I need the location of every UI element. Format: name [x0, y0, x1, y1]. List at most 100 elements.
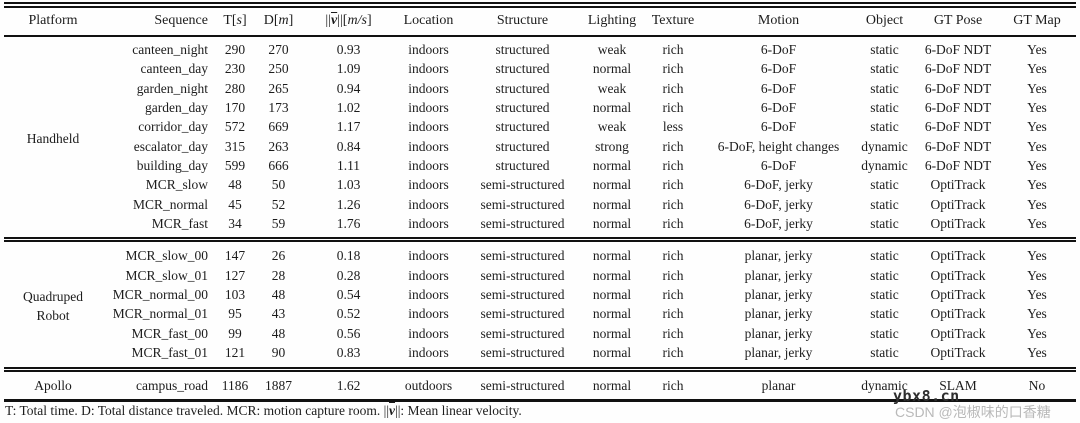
cell-texture: rich	[662, 267, 684, 283]
cell-motion: planar	[706, 366, 851, 402]
cell-sequence: garden_night	[136, 80, 208, 96]
cell-t: 103	[224, 287, 246, 303]
cell-texture: rich	[662, 216, 684, 232]
cell-texture: rich	[662, 61, 684, 77]
cell-lighting: normal	[584, 237, 640, 266]
platform-cell: Handheld	[26, 131, 80, 147]
cell-structure: structured	[495, 61, 550, 77]
cell-gt_map: Yes	[998, 237, 1076, 266]
cell-texture: rich	[662, 325, 684, 341]
cell-sequence: garden_day	[145, 100, 208, 116]
cell-location: indoors	[408, 306, 449, 322]
cell-gt_pose: OptiTrack	[930, 325, 986, 341]
col-header-mean-velocity: ||v||[m/s]	[301, 2, 396, 37]
cell-structure: semi-structured	[480, 306, 565, 322]
cell-motion: 6-DoF	[760, 158, 797, 174]
cell-motion: planar, jerky	[706, 237, 851, 266]
cell-sequence: campus_road	[102, 366, 214, 402]
cell-lighting: weak	[597, 119, 627, 135]
cell-gt_map: Yes	[1027, 100, 1047, 116]
cell-gt_map: No	[998, 366, 1076, 402]
cell-object: static	[870, 306, 899, 322]
cell-lighting: normal	[592, 177, 632, 193]
platform-cell: Quadruped Robot	[4, 237, 102, 369]
cell-structure: semi-structured	[480, 216, 565, 232]
cell-texture: rich	[662, 306, 684, 322]
cell-d: 270	[268, 42, 289, 57]
table-row: MCR_normal_01 95 43 0.52 indoors semi-structu…	[4, 304, 1076, 323]
cell-location: outdoors	[396, 366, 461, 402]
cell-texture: rich	[662, 196, 684, 212]
cell-gt_map: Yes	[1027, 138, 1047, 154]
cell-motion: planar, jerky	[744, 345, 813, 361]
v-bracket: ]	[366, 13, 372, 28]
cell-lighting: normal	[592, 325, 632, 341]
cell-d: 50	[271, 177, 286, 193]
t-label: T[	[223, 13, 237, 28]
platform-group: Apollo campus_road 1186 1887 1.62 outdoors sem…	[4, 366, 1076, 402]
cell-d: 48	[271, 325, 286, 341]
cell-motion: planar, jerky	[744, 306, 813, 322]
cell-d: 666	[268, 158, 289, 174]
cell-object: static	[870, 100, 899, 116]
cell-structure: semi-structured	[480, 325, 565, 341]
col-header-total-time: T[s]	[214, 2, 256, 37]
cell-location: indoors	[408, 100, 449, 116]
cell-gt_map: Yes	[1027, 61, 1047, 77]
cell-structure: semi-structured	[480, 267, 565, 283]
v-norm-open: ||	[325, 13, 331, 28]
cell-motion: planar, jerky	[744, 325, 813, 341]
cell-gt_pose: OptiTrack	[930, 177, 986, 193]
cell-v: 1.09	[336, 61, 361, 77]
cell-gt_pose: OptiTrack	[930, 287, 986, 303]
watermark-ybx8: ybx8.cn	[893, 387, 960, 405]
cell-v: 1.02	[336, 100, 361, 116]
cell-gt_pose: OptiTrack	[918, 237, 998, 266]
cell-sequence: MCR_fast	[151, 216, 208, 232]
table-row: garden_day 170 173 1.02 indoors structured nor…	[4, 98, 1076, 117]
cell-texture: rich	[640, 237, 706, 266]
cell-gt_pose: 6-DoF NDT	[924, 61, 992, 77]
table-row: corridor_day 572 669 1.17 indoors structured w…	[4, 117, 1076, 136]
cell-object: static	[870, 61, 899, 77]
table-row: canteen_day 230 250 1.09 indoors structured no…	[4, 59, 1076, 78]
cell-location: indoors	[396, 237, 461, 266]
cell-v: 0.94	[336, 80, 361, 96]
table-row: MCR_slow 48 50 1.03 indoors semi-structured no…	[4, 175, 1076, 194]
cell-location: indoors	[408, 80, 449, 96]
cell-t: 99	[228, 325, 242, 341]
cell-d: 48	[271, 287, 286, 303]
cell-structure: structured	[495, 100, 550, 116]
cell-texture: less	[662, 119, 684, 135]
cell-gt_pose: 6-DoF NDT	[924, 119, 992, 135]
cell-t: 290	[224, 42, 246, 57]
cell-gt_pose: 6-DoF NDT	[924, 158, 992, 174]
cell-d: 43	[271, 306, 286, 322]
header-row: Platform Sequence T[s] D[m] ||v||[m/s] L…	[4, 2, 1076, 37]
cell-gt_pose: OptiTrack	[930, 196, 986, 212]
footnote-text-cont: ||: Mean linear velocity.	[395, 403, 522, 418]
cell-sequence: canteen_day	[140, 61, 208, 77]
cell-object: static	[870, 42, 899, 57]
cell-gt_pose: OptiTrack	[930, 345, 986, 361]
cell-t: 121	[224, 345, 246, 361]
cell-v: 0.56	[336, 325, 361, 341]
cell-location: indoors	[408, 138, 449, 154]
cell-location: indoors	[408, 267, 449, 283]
cell-lighting: normal	[592, 158, 632, 174]
cell-v: 0.54	[336, 287, 361, 303]
cell-t: 34	[228, 216, 242, 232]
cell-structure: structured	[495, 42, 550, 57]
cell-gt_map: Yes	[1027, 42, 1047, 57]
table-row: MCR_fast_00 99 48 0.56 indoors semi-structure…	[4, 324, 1076, 343]
col-header-sequence: Sequence	[102, 2, 214, 37]
cell-gt_map: Yes	[1027, 325, 1047, 341]
table-header: Platform Sequence T[s] D[m] ||v||[m/s] L…	[4, 2, 1076, 37]
cell-v: 1.17	[336, 119, 361, 135]
cell-location: indoors	[408, 345, 449, 361]
cell-v: 1.26	[336, 196, 361, 212]
cell-sequence: MCR_slow_00	[102, 237, 214, 266]
col-header-object: Object	[851, 2, 918, 37]
cell-sequence: MCR_fast_00	[131, 325, 208, 341]
cell-location: indoors	[408, 119, 449, 135]
